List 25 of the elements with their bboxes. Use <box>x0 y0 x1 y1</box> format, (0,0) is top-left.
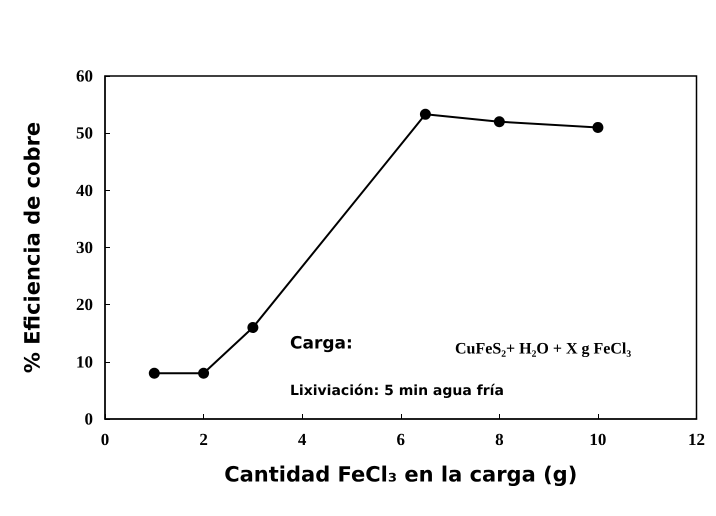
point <box>198 368 210 379</box>
y-axis-title: % Eficiencia de cobre <box>20 122 44 374</box>
point <box>420 108 431 120</box>
point <box>494 116 505 128</box>
y-tick-label: 30 <box>76 238 93 257</box>
point <box>148 368 160 379</box>
y-tick-label: 40 <box>76 180 93 200</box>
x-tick-label: 2 <box>199 430 208 449</box>
y-tick-label: 20 <box>76 295 93 314</box>
x-tick-label: 12 <box>688 430 705 449</box>
x-axis-title: Cantidad FeCl₃ en la carga (g) <box>224 462 578 486</box>
y-tick-label: 50 <box>76 124 93 143</box>
x-tick-label: 4 <box>298 430 307 449</box>
annotation: Lixiviación: 5 min agua fría <box>290 383 504 399</box>
y-tick-label: 10 <box>76 352 93 372</box>
annotation: CuFeS₂+ H₂O + X g FeCl₃ <box>455 340 632 358</box>
x-tick-label: 6 <box>396 430 405 449</box>
y-tick-label: 60 <box>76 66 93 86</box>
x-tick-label: 10 <box>589 430 606 449</box>
point <box>592 122 604 133</box>
x-tick-label: 8 <box>495 430 504 449</box>
annotation: Carga: <box>290 334 353 354</box>
y-tick-label: 0 <box>84 410 93 428</box>
x-tick-label: 0 <box>100 430 110 449</box>
point <box>247 322 258 334</box>
